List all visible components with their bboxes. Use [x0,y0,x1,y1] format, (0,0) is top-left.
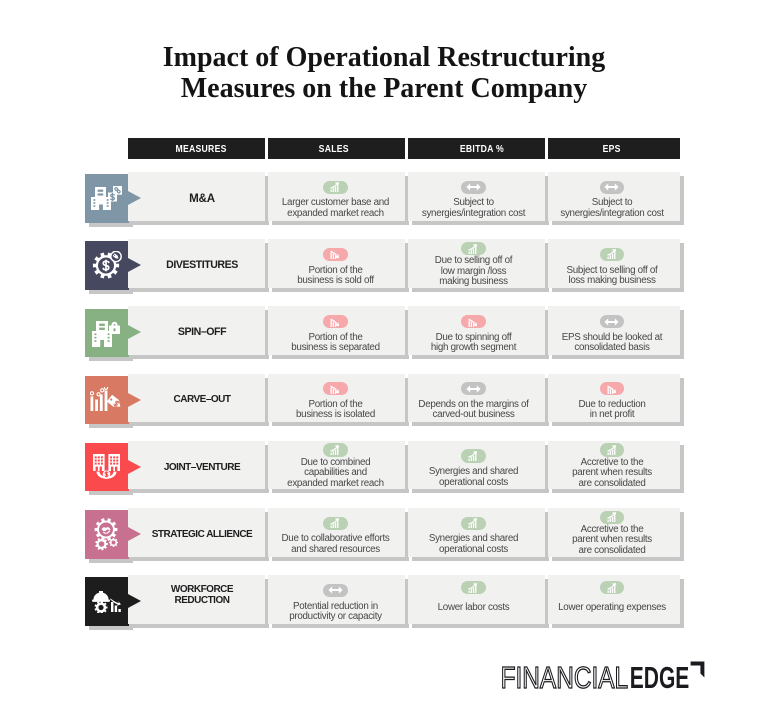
svg-text:FINANCIAL: FINANCIAL [501,661,628,694]
svg-text:EDGE: EDGE [630,661,690,694]
